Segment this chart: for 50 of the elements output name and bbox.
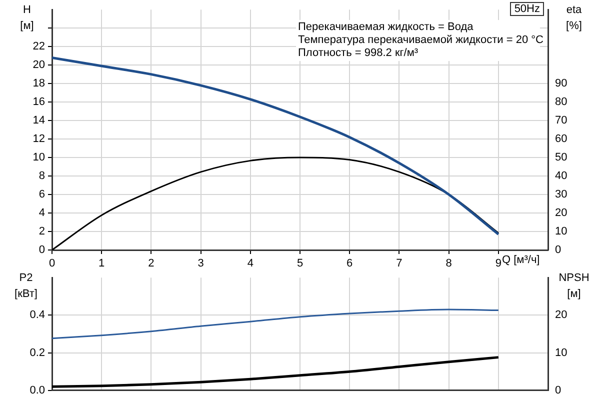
x-tick-label: 9: [495, 258, 502, 270]
x-tick-label: 0: [48, 258, 56, 270]
y2-tick-label: 10: [555, 346, 568, 359]
y-tick-label: 16: [32, 96, 45, 108]
y2-tick-label: 20: [555, 309, 568, 322]
x-axis-title: Q [м³/ч]: [502, 254, 540, 266]
annotation: Перекачиваемая жидкость = Вода: [298, 21, 474, 34]
y2-tick-label: 20: [555, 207, 568, 220]
y-tick-label: 4: [38, 207, 45, 220]
y-tick-label: 0: [38, 244, 45, 256]
y-tick-label: 10: [32, 152, 45, 164]
y-tick-label: 2: [38, 226, 45, 238]
x-tick-label: 3: [198, 258, 204, 270]
y-tick-label: 14: [32, 114, 45, 127]
x-tick-label: 7: [396, 258, 402, 270]
y-tick-label: 22: [32, 40, 45, 53]
y2-tick-label: 90: [555, 78, 568, 90]
line-series: [52, 356, 500, 388]
y2-tick-label: 70: [555, 114, 568, 127]
y2-axis-title: NPSH [м]: [558, 271, 590, 302]
y2-tick-label: 0: [555, 384, 562, 396]
y-axis-title: H [м]: [19, 3, 35, 34]
y-tick-label: 0.2: [30, 346, 45, 359]
y-tick-label: 12: [32, 133, 45, 146]
chart-title: 50Hz: [510, 2, 544, 16]
line-series: [52, 56, 500, 236]
y2-tick-label: 10: [555, 226, 568, 238]
x-tick-label: 5: [296, 258, 304, 270]
annotation: Температура перекачиваемой жидкости = 20 °C: [298, 34, 544, 47]
y2-tick-label: 30: [555, 188, 568, 201]
y-tick-label: 0.4: [30, 309, 45, 322]
y2-tick-label: 50: [555, 152, 568, 164]
y2-tick-label: 80: [555, 96, 568, 108]
y-tick-label: 0.0: [30, 384, 45, 396]
y2-tick-label: 60: [555, 133, 568, 146]
y-tick-label: 18: [32, 78, 45, 90]
y-tick-label: 6: [38, 188, 45, 201]
line-series: [52, 308, 500, 340]
x-tick-label: 8: [446, 258, 452, 270]
y2-axis-title: eta [%]: [565, 3, 583, 34]
y-tick-label: 8: [38, 170, 45, 182]
y2-tick-label: 0: [555, 244, 562, 256]
y-axis-title: P2 [кВт]: [14, 271, 38, 302]
annotation: Плотность = 998.2 кг/м³: [298, 47, 420, 60]
y-tick-label: 20: [32, 59, 45, 72]
x-tick-label: 6: [346, 258, 353, 270]
x-tick-label: 4: [247, 258, 254, 270]
x-tick-label: 1: [98, 258, 105, 270]
y2-tick-label: 40: [555, 170, 568, 182]
x-tick-label: 2: [148, 258, 154, 270]
